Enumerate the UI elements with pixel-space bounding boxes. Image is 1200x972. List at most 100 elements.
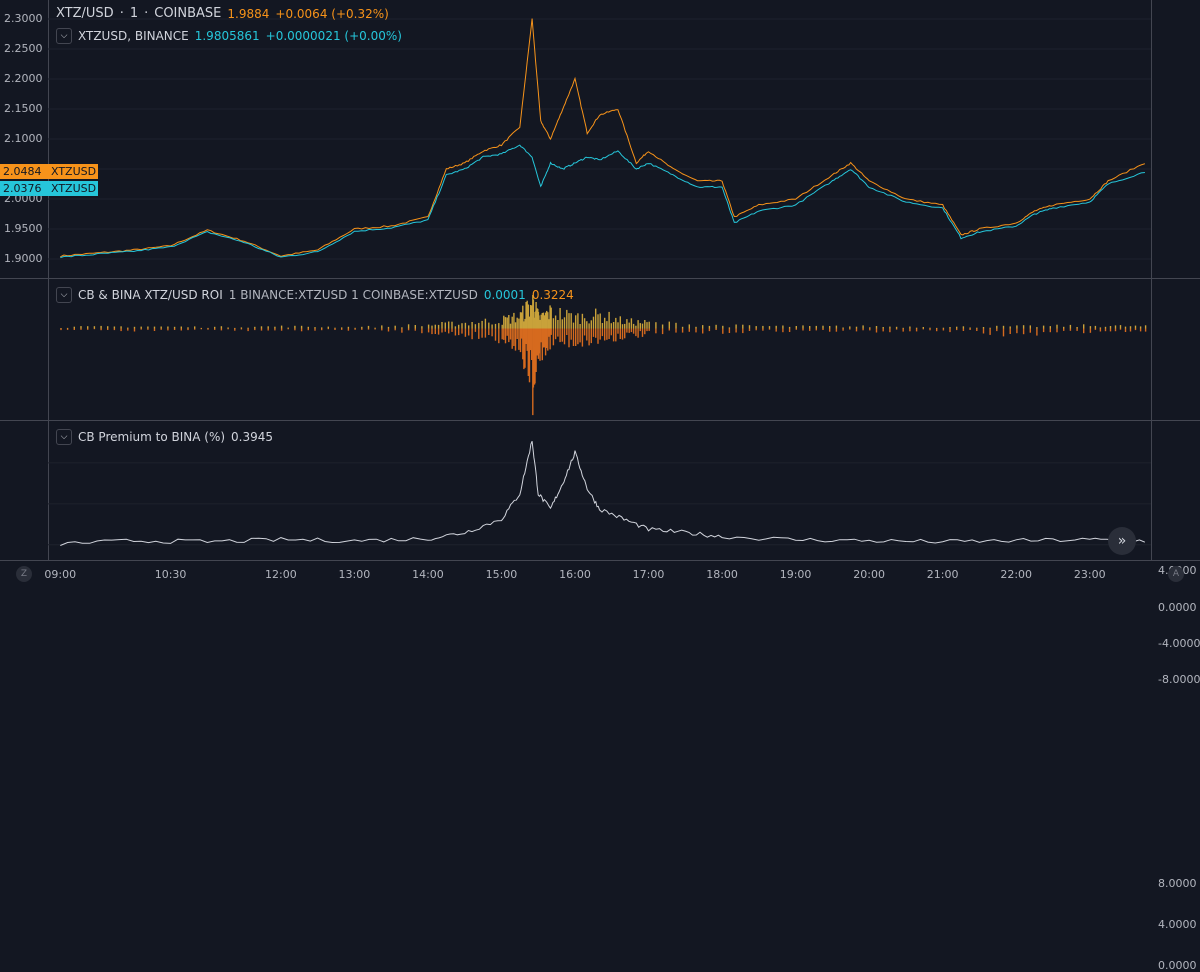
roi-pane[interactable]: 4.00000.0000-4.0000-8.0000 ⌵ CB & BINA X… (0, 279, 1200, 686)
roi-bar (604, 328, 606, 341)
roi-bar (1124, 326, 1127, 329)
roi-indicator-name[interactable]: CB & BINA XTZ/USD ROI (78, 288, 223, 302)
roi-bar (120, 326, 122, 329)
roi-bar (534, 328, 536, 384)
roi-bar (909, 326, 911, 329)
compare-price: 1.9805861 (194, 29, 260, 43)
roi-bar (521, 312, 523, 329)
time-tick-label: 21:00 (926, 568, 959, 581)
roi-bar (1144, 328, 1147, 332)
roi-bar (641, 323, 644, 329)
roi-bar (875, 326, 878, 329)
roi-bar (160, 326, 162, 329)
time-tick-label: 23:00 (1073, 568, 1106, 581)
y-tick-label: 2.2000 (4, 72, 43, 85)
roi-bar (1089, 326, 1092, 329)
roi-bar (632, 323, 635, 329)
roi-bar (559, 308, 561, 329)
collapse-premium-button[interactable]: ⌵ (56, 429, 72, 445)
roi-bar (1104, 328, 1107, 332)
roi-bar (509, 323, 512, 329)
roi-bar (529, 328, 532, 351)
roi-bar (922, 327, 924, 329)
roi-bar (160, 328, 162, 330)
roi-bar (742, 328, 744, 334)
roi-bar (173, 326, 176, 329)
coinbase-tag-label: XTZUSD (48, 164, 98, 179)
roi-bar (802, 325, 804, 329)
symbol-name[interactable]: XTZ/USD (56, 6, 114, 21)
roi-bar (300, 325, 303, 329)
roi-bar (544, 328, 547, 356)
roi-bar (514, 328, 517, 351)
auto-scale-button[interactable]: A (1168, 566, 1184, 582)
roi-bar (280, 328, 283, 331)
roi-bar (626, 319, 628, 329)
roi-bar (1056, 324, 1058, 329)
roi-bar (976, 327, 978, 329)
roi-bar (1069, 328, 1072, 331)
exchange: COINBASE (154, 6, 222, 21)
y-tick-label: 8.0000 (1158, 876, 1197, 890)
collapse-compare-button[interactable]: ⌵ (56, 28, 72, 44)
roi-bar (862, 328, 864, 331)
roi-bar (260, 328, 263, 331)
roi-bar (902, 327, 904, 329)
roi-bar (644, 320, 646, 329)
roi-bar (153, 326, 156, 329)
roi-bar (240, 328, 243, 330)
premium-indicator-name[interactable]: CB Premium to BINA (%) (78, 430, 226, 444)
roi-bar (735, 328, 737, 333)
roi-bar (180, 328, 182, 331)
roi-bar (1139, 326, 1142, 329)
roi-bar (60, 328, 62, 331)
main-price-pane[interactable]: 1.90001.95002.00002.05002.10002.15002.20… (0, 0, 1200, 278)
pane-divider-1[interactable] (0, 278, 1200, 279)
roi-bar (956, 328, 958, 331)
roi-bar (577, 313, 579, 329)
roi-bar (1076, 327, 1078, 329)
roi-bar (521, 328, 523, 339)
roi-bar (247, 328, 249, 332)
roi-bar (387, 326, 390, 329)
roi-bar (518, 328, 520, 350)
roi-bar (1139, 328, 1142, 332)
roi-bar (566, 328, 568, 335)
roi-bar (628, 322, 630, 329)
roi-bar (394, 328, 396, 331)
roi-chart[interactable] (0, 279, 1200, 420)
scroll-to-realtime-button[interactable]: » (1108, 527, 1136, 555)
roi-bar (347, 326, 350, 329)
roi-bar (688, 328, 690, 332)
roi-bar (504, 328, 507, 344)
compare-symbol[interactable]: XTZUSD, BINANCE (78, 29, 189, 43)
binance-tag-label: XTZUSD (48, 181, 98, 196)
roi-bar (394, 325, 396, 329)
roi-bar (1094, 325, 1097, 329)
y-tick-label: 4.0000 (1158, 917, 1197, 931)
pane-divider-2[interactable] (0, 420, 1200, 421)
collapse-roi-button[interactable]: ⌵ (56, 287, 72, 303)
roi-bar (915, 328, 918, 332)
roi-bar (100, 325, 102, 329)
roi-bar (588, 328, 590, 346)
roi-bar (550, 328, 552, 335)
roi-bar (501, 328, 503, 340)
roi-bar (869, 327, 871, 329)
roi-bar (604, 317, 606, 329)
premium-pane[interactable]: 8.0000 4.0000 0.0000 ⌵ CB Premium to BINA … (0, 421, 1200, 972)
roi-bar (702, 325, 704, 329)
premium-chart[interactable] (0, 421, 1200, 560)
roi-bar (214, 326, 216, 329)
roi-bar (444, 328, 446, 332)
coinbase-price-tag: 2.0484 (0, 164, 48, 179)
roi-bar (969, 328, 971, 330)
roi-bar (929, 328, 931, 331)
zoom-button[interactable]: Z (16, 566, 32, 582)
roi-bar (648, 321, 650, 329)
price-chart[interactable] (0, 0, 1200, 278)
roi-bar (563, 328, 566, 345)
roi-bar (511, 316, 513, 329)
roi-bar (566, 309, 568, 329)
time-tick-label: 15:00 (485, 568, 518, 581)
